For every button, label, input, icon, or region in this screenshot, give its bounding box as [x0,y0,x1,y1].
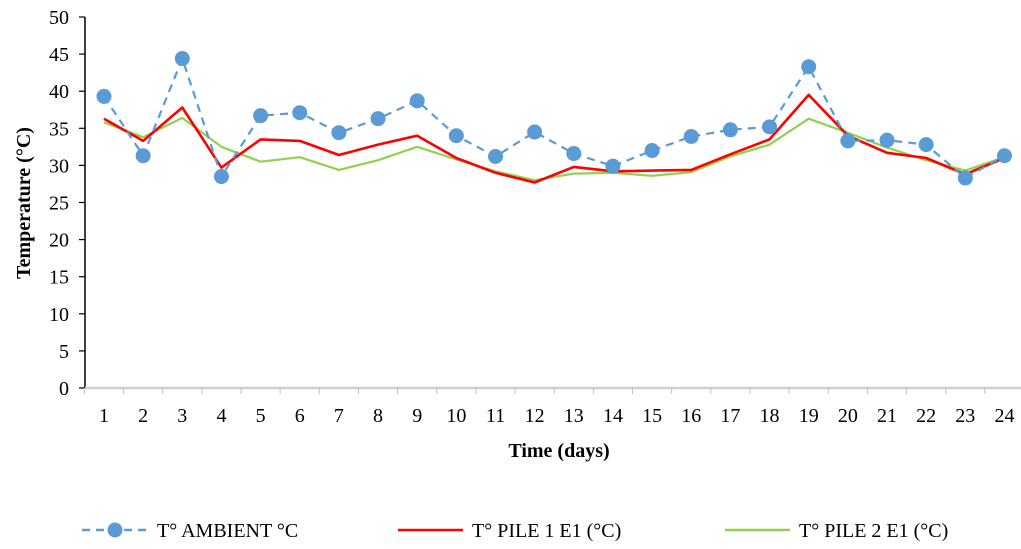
y-tick-label: 25 [49,193,69,215]
x-tick-label: 24 [994,405,1014,427]
x-tick-label: 20 [838,405,858,427]
series-line [103,116,1005,182]
data-point [840,133,856,149]
x-tick-label: 14 [603,405,623,427]
x-tick-label: 10 [446,405,466,427]
x-tick-label: 15 [642,405,662,427]
y-tick-label: 30 [49,155,69,177]
data-point [174,51,190,67]
data-point [331,125,347,141]
x-tick-label: 18 [760,405,780,427]
series-line [103,93,1005,184]
x-tick-label: 11 [486,405,505,427]
legend-item: T° PILE 2 E1 (°C) [725,520,948,542]
data-point [918,137,934,153]
y-axis-title: Temperature (°C) [13,127,35,279]
x-tick-label: 7 [334,405,344,427]
series-layer [96,51,1012,186]
data-point [605,158,621,174]
x-tick-label: 23 [955,405,975,427]
y-tick-label: 45 [49,44,69,66]
legend-label: T° PILE 2 E1 (°C) [799,520,948,542]
data-point [96,88,112,104]
data-point [409,93,425,109]
data-point [996,148,1012,164]
y-tick-label: 5 [59,341,69,363]
y-tick-label: 40 [49,81,69,103]
x-tick-label: 8 [373,405,383,427]
y-tick-label: 10 [49,304,69,326]
data-point [448,128,464,144]
x-tick-label: 12 [525,405,545,427]
x-tick-label: 6 [295,405,305,427]
series-line [103,57,1005,180]
legend: T° AMBIENT °C T° PILE 1 E1 (°C) T° PILE 2 … [82,520,948,542]
legend-item: T° PILE 1 E1 (°C) [398,520,621,542]
data-point [762,119,778,135]
data-point [488,148,503,164]
y-tick-label: 20 [49,230,69,252]
data-point [566,146,582,162]
legend-item: T° AMBIENT °C [82,520,298,542]
legend-label: T° AMBIENT °C [157,520,298,542]
data-point [370,111,386,127]
data-point [644,143,660,159]
y-tick-label: 0 [59,378,69,400]
x-tick-label: 2 [138,405,148,427]
series-2 [103,93,1005,184]
data-point [292,105,308,121]
y-tick-label: 35 [49,118,69,140]
legend-label: T° PILE 1 E1 (°C) [472,520,621,542]
x-tick-label: 19 [799,405,819,427]
series-1 [96,51,1012,186]
x-tick-label: 3 [177,405,187,427]
x-tick-label: 9 [412,405,422,427]
data-point [253,108,269,124]
x-tick-label: 17 [720,405,740,427]
y-tick-label: 50 [49,7,69,29]
y-tick-label: 15 [49,267,69,289]
x-tick-label: 13 [564,405,584,427]
legend-marker [107,522,123,538]
data-point [957,170,973,186]
x-tick-label: 22 [916,405,936,427]
x-axis-title: Time (days) [508,440,609,462]
data-point [879,132,895,148]
data-point [135,148,151,164]
x-tick-label: 4 [216,405,226,427]
data-point [527,124,543,140]
data-point [801,59,817,75]
x-tick-label: 5 [256,405,266,427]
data-point [683,128,699,144]
data-point [722,122,738,138]
x-tick-label: 1 [99,405,109,427]
x-tick-label: 21 [877,405,897,427]
x-tick-label: 16 [681,405,701,427]
data-point [213,169,229,185]
series-3 [103,116,1005,182]
